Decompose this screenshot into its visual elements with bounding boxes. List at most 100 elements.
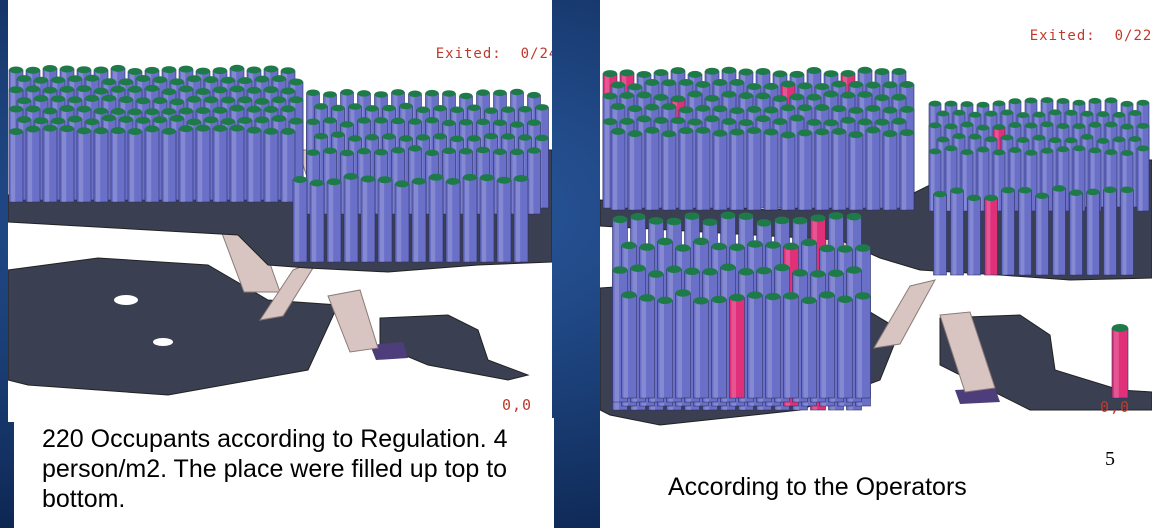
occupant-cylinder bbox=[729, 128, 745, 211]
origin-label: 0,0 bbox=[1100, 398, 1131, 416]
occupant-cylinder bbox=[93, 127, 109, 203]
occupant-cylinder bbox=[1086, 188, 1100, 276]
exited-counter: Exited: 0/220 bbox=[992, 12, 1152, 60]
occupant-cylinder bbox=[280, 127, 296, 203]
stair-ramp bbox=[327, 289, 379, 353]
exited-counter: Exited: 0/243 bbox=[398, 30, 552, 78]
occupant-cylinder bbox=[610, 127, 626, 211]
page-number: 5 bbox=[1105, 448, 1115, 470]
occupant-cylinder bbox=[496, 176, 512, 263]
occupant-cylinder bbox=[763, 128, 779, 211]
occupant-cylinder bbox=[627, 130, 643, 211]
occupant-cylinder bbox=[837, 295, 853, 399]
occupant-cylinder bbox=[801, 296, 817, 399]
occupant-cylinder bbox=[976, 146, 990, 212]
caption-box-left: 220 Occupants according to Regulation. 4… bbox=[14, 418, 554, 528]
occupant-cylinder bbox=[161, 127, 177, 203]
occupant-cylinder bbox=[1136, 145, 1150, 212]
occupant-cylinder bbox=[984, 194, 998, 276]
occupant-cylinder bbox=[292, 176, 308, 263]
occupant-group bbox=[602, 66, 1150, 411]
occupant-cylinder bbox=[814, 128, 830, 211]
occupant-cylinder bbox=[661, 130, 677, 211]
occupant-cylinder bbox=[950, 187, 964, 276]
occupant-cylinder bbox=[695, 126, 711, 211]
occupant-cylinder bbox=[712, 129, 728, 211]
occupant-cylinder bbox=[765, 292, 781, 399]
occupant-cylinder bbox=[229, 124, 245, 203]
stair-ramp bbox=[873, 279, 936, 349]
exited-label: Exited: bbox=[1029, 28, 1096, 44]
occupant-cylinder bbox=[747, 291, 763, 399]
occupant-cylinder bbox=[343, 172, 359, 263]
occupant-cylinder bbox=[8, 128, 24, 203]
stair-ramp bbox=[939, 311, 996, 393]
occupant-cylinder bbox=[639, 294, 655, 399]
occupant-cylinder bbox=[865, 126, 881, 211]
caption-right: According to the Operators bbox=[668, 473, 967, 501]
occupant-cylinder bbox=[178, 125, 194, 203]
occupant-cylinder bbox=[1018, 186, 1032, 276]
occupant-cylinder bbox=[394, 180, 410, 263]
occupant-cylinder bbox=[819, 291, 835, 399]
occupant-cylinder bbox=[195, 124, 211, 203]
occupant-cylinder bbox=[462, 173, 478, 263]
exit-landing bbox=[370, 342, 408, 360]
occupant-cylinder bbox=[967, 194, 981, 276]
occupant-cylinder bbox=[445, 177, 461, 263]
exited-value: 0/243 bbox=[520, 46, 552, 62]
occupant-cylinder bbox=[527, 147, 541, 215]
occupant-cylinder bbox=[783, 292, 799, 399]
lower-floor bbox=[8, 257, 339, 396]
exited-label: Exited: bbox=[435, 46, 502, 62]
occupant-cylinder bbox=[675, 289, 691, 399]
occupant-cylinder bbox=[377, 176, 393, 263]
occupant-cylinder bbox=[678, 127, 694, 211]
occupant-cylinder bbox=[1035, 192, 1049, 276]
caption-left: 220 Occupants according to Regulation. 4… bbox=[42, 425, 508, 513]
occupant-cylinder bbox=[59, 125, 75, 203]
occupant-cylinder bbox=[479, 174, 495, 263]
occupant-cylinder bbox=[42, 124, 58, 203]
occupant-cylinder bbox=[855, 292, 871, 399]
occupant-cylinder bbox=[848, 131, 864, 211]
simulation-view-operators: Exited: 0/220 0,0 bbox=[600, 0, 1152, 438]
occupant-cylinder bbox=[831, 127, 847, 211]
floor-hole bbox=[153, 338, 173, 346]
simulation-scene-right bbox=[600, 66, 1152, 426]
occupant-cylinder bbox=[621, 291, 637, 399]
exited-value: 0/220 bbox=[1114, 28, 1152, 44]
occupant-cylinder bbox=[246, 126, 262, 203]
occupant-cylinder bbox=[25, 125, 41, 203]
occupant-cylinder bbox=[360, 175, 376, 263]
occupant-cylinder bbox=[882, 130, 898, 211]
occupant-cylinder bbox=[657, 296, 673, 399]
occupant-cylinder bbox=[711, 295, 727, 399]
occupant-cylinder bbox=[1052, 185, 1066, 276]
occupant-cylinder bbox=[309, 179, 325, 263]
occupant-cylinder bbox=[899, 129, 915, 211]
occupant-cylinder bbox=[263, 127, 279, 203]
occupant-cylinder bbox=[644, 126, 660, 211]
occupant-cylinder bbox=[513, 175, 529, 263]
occupant-cylinder bbox=[326, 178, 342, 263]
occupant-cylinder bbox=[411, 177, 427, 263]
occupant-cylinder bbox=[933, 190, 947, 276]
occupant-cylinder bbox=[746, 127, 762, 211]
occupant-cylinder bbox=[780, 131, 796, 211]
occupant-cylinder bbox=[1001, 186, 1015, 276]
occupant-cylinder bbox=[1069, 189, 1083, 276]
occupant-group bbox=[8, 64, 549, 263]
occupant-cylinder bbox=[729, 293, 745, 399]
floor-hole bbox=[114, 295, 138, 305]
occupant-cylinder bbox=[693, 297, 709, 399]
occupant-cylinder bbox=[428, 173, 444, 263]
simulation-view-regulation: Exited: 0/243 0,0 bbox=[8, 0, 552, 422]
occupant-cylinder bbox=[797, 129, 813, 211]
occupant-cylinder bbox=[1120, 186, 1134, 276]
occupant-cylinder bbox=[110, 127, 126, 203]
caption-box-right: 5 According to the Operators bbox=[600, 438, 1152, 528]
occupant-cylinder bbox=[212, 124, 228, 203]
occupant-cylinder bbox=[1111, 324, 1129, 399]
occupant-cylinder bbox=[76, 127, 92, 203]
